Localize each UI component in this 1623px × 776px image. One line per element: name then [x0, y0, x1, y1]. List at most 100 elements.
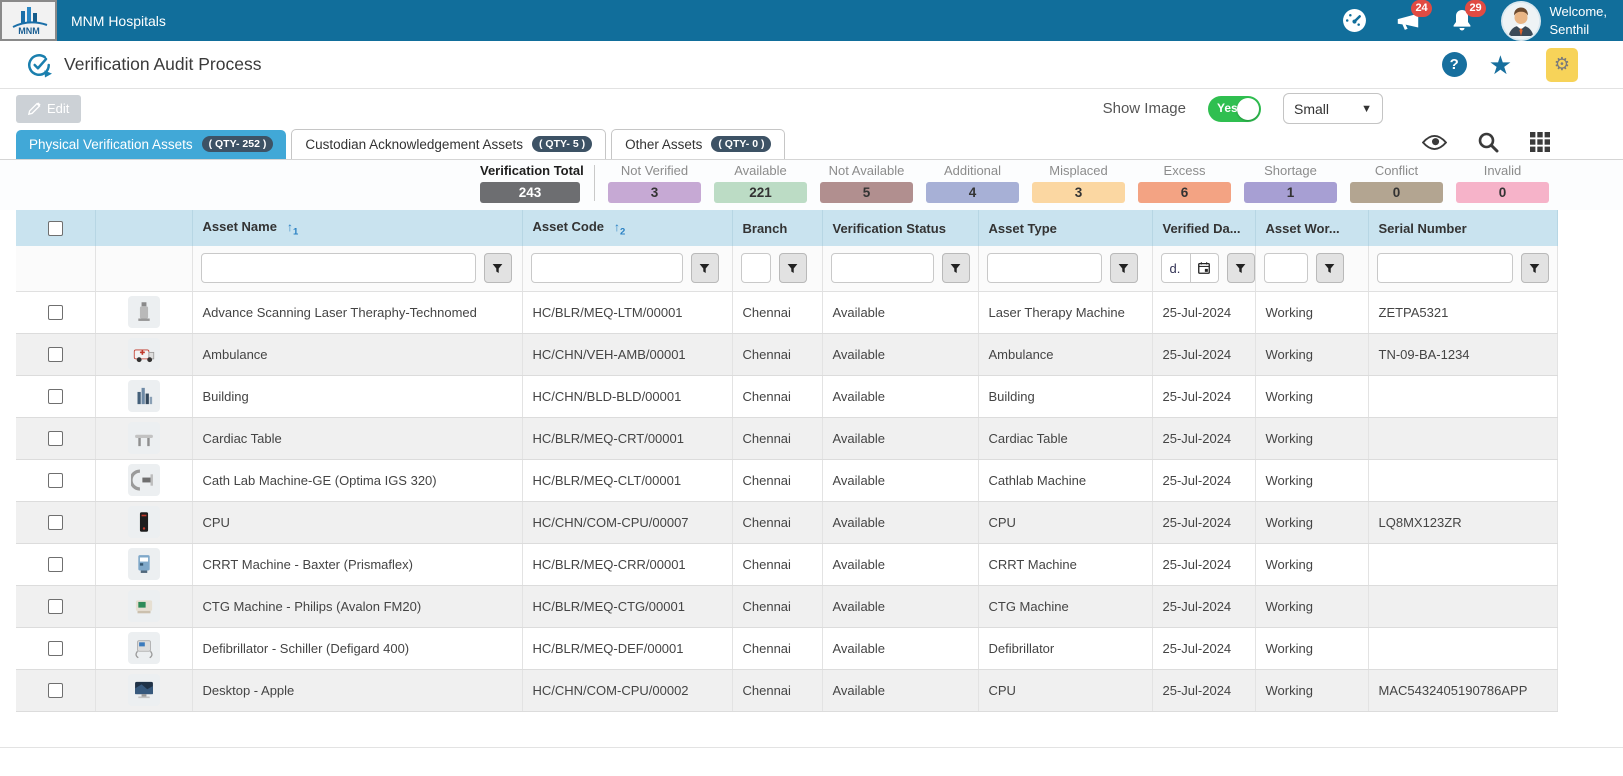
filter-funnel-icon[interactable]: [778, 253, 807, 284]
asset-working-cell: Working: [1255, 501, 1369, 544]
filter-funnel-icon[interactable]: [690, 253, 719, 284]
row-checkbox[interactable]: [47, 599, 63, 615]
col-serial-number[interactable]: Serial Number: [1368, 210, 1558, 246]
favorite-star-icon[interactable]: ★: [1488, 49, 1512, 80]
filter-verified-date-input[interactable]: [1160, 253, 1191, 284]
table-row[interactable]: Ambulance HC/CHN/VEH-AMB/00001 Chennai A…: [16, 333, 1558, 376]
branch-cell: Chennai: [732, 459, 823, 502]
summary-not-verified: Not Verified 3: [608, 163, 701, 203]
page-title-bar: Verification Audit Process ? ★ ⚙: [0, 41, 1623, 89]
col-asset-type[interactable]: Asset Type: [978, 210, 1153, 246]
asset-image-crrt-machine[interactable]: [127, 548, 160, 580]
asset-image-cathlab-machine[interactable]: [127, 464, 160, 496]
row-checkbox[interactable]: [47, 473, 63, 489]
row-checkbox[interactable]: [47, 557, 63, 573]
asset-image-desktop-monitor[interactable]: [127, 674, 160, 706]
filter-asset-type-input[interactable]: [986, 253, 1102, 284]
tab-other-assets[interactable]: Other Assets ( QTY- 0 ): [611, 129, 786, 159]
summary-total-value: 243: [480, 182, 580, 203]
asset-type-cell: Defibrillator: [978, 627, 1153, 670]
summary-verification-total: Verification Total 243: [480, 163, 584, 203]
help-icon[interactable]: ?: [1441, 52, 1467, 77]
calendar-icon[interactable]: [1190, 253, 1219, 284]
select-all-checkbox[interactable]: [47, 221, 63, 237]
filter-branch-input[interactable]: [740, 253, 771, 284]
asset-image-ambulance[interactable]: [127, 338, 160, 370]
filter-funnel-icon[interactable]: [941, 253, 970, 284]
search-icon[interactable]: [1477, 131, 1499, 153]
verification-status-cell: Available: [822, 375, 979, 418]
summary-shortage: Shortage 1: [1244, 163, 1337, 203]
asset-name-cell: Ambulance: [192, 333, 523, 376]
filter-funnel-icon[interactable]: [1520, 253, 1549, 284]
asset-image-cardiac-table[interactable]: [127, 422, 160, 454]
summary-misplaced: Misplaced 3: [1032, 163, 1125, 203]
table-row[interactable]: Desktop - Apple HC/CHN/COM-CPU/00002 Che…: [16, 669, 1558, 712]
table-row[interactable]: Cardiac Table HC/BLR/MEQ-CRT/00001 Chenn…: [16, 417, 1558, 460]
asset-code-cell: HC/BLR/MEQ-CRR/00001: [522, 543, 733, 586]
image-size-dropdown[interactable]: Small ▼: [1283, 93, 1383, 124]
app-logo[interactable]: MNM: [0, 0, 57, 41]
filter-verification-status-input[interactable]: [830, 253, 934, 284]
table-row[interactable]: Cath Lab Machine-GE (Optima IGS 320) HC/…: [16, 459, 1558, 502]
col-asset-working[interactable]: Asset Wor...: [1255, 210, 1369, 246]
row-checkbox[interactable]: [47, 641, 63, 657]
row-checkbox[interactable]: [47, 305, 63, 321]
dashboard-gauge-icon[interactable]: [1341, 8, 1367, 34]
filter-asset-code-input[interactable]: [530, 253, 683, 284]
table-row[interactable]: CPU HC/CHN/COM-CPU/00007 Chennai Availab…: [16, 501, 1558, 544]
asset-image-defibrillator[interactable]: [127, 632, 160, 664]
row-checkbox[interactable]: [47, 515, 63, 531]
filter-funnel-icon[interactable]: [1315, 253, 1344, 284]
table-row[interactable]: CTG Machine - Philips (Avalon FM20) HC/B…: [16, 585, 1558, 628]
col-asset-code[interactable]: Asset Code ↑2: [522, 210, 733, 246]
announcements-count-badge: 24: [1411, 0, 1432, 17]
col-verified-date[interactable]: Verified Da...: [1152, 210, 1256, 246]
asset-type-cell: Cathlab Machine: [978, 459, 1153, 502]
serial-number-cell: MAC5432405190786APP: [1368, 669, 1558, 712]
table-header-row: Asset Name ↑1 Asset Code ↑2 Branch Verific…: [16, 210, 1558, 246]
asset-image-cpu-tower[interactable]: [127, 506, 160, 538]
col-asset-name[interactable]: Asset Name ↑1: [192, 210, 523, 246]
filter-serial-number-input[interactable]: [1376, 253, 1513, 284]
verified-date-cell: 25-Jul-2024: [1152, 459, 1256, 502]
notifications-bell-icon[interactable]: 29: [1449, 0, 1486, 34]
table-row[interactable]: Building HC/CHN/BLD-BLD/00001 Chennai Av…: [16, 375, 1558, 418]
user-profile[interactable]: Welcome, Senthil: [1503, 2, 1607, 39]
tab-custodian-acknowledgement-assets[interactable]: Custodian Acknowledgement Assets ( QTY- …: [291, 129, 607, 159]
grid-view-icon[interactable]: [1529, 131, 1551, 153]
row-checkbox[interactable]: [47, 389, 63, 405]
asset-working-cell: Working: [1255, 417, 1369, 460]
filter-funnel-icon[interactable]: [483, 253, 512, 284]
filter-funnel-icon[interactable]: [1109, 253, 1138, 284]
asset-image-building[interactable]: [127, 380, 160, 412]
tab-physical-verification-assets[interactable]: Physical Verification Assets ( QTY- 252 …: [16, 130, 287, 159]
announcements-icon[interactable]: 24: [1395, 0, 1432, 34]
row-checkbox[interactable]: [47, 431, 63, 447]
row-checkbox[interactable]: [47, 347, 63, 363]
row-checkbox[interactable]: [47, 683, 63, 699]
verified-date-cell: 25-Jul-2024: [1152, 543, 1256, 586]
filter-asset-name-input[interactable]: [200, 253, 476, 284]
filter-funnel-icon[interactable]: [1226, 253, 1255, 284]
settings-gear-button[interactable]: ⚙: [1546, 47, 1578, 82]
table-row[interactable]: Defibrillator - Schiller (Defigard 400) …: [16, 627, 1558, 670]
asset-code-cell: HC/CHN/VEH-AMB/00001: [522, 333, 733, 376]
verification-status-cell: Available: [822, 291, 979, 334]
edit-button[interactable]: Edit: [16, 94, 82, 123]
asset-name-cell: Cath Lab Machine-GE (Optima IGS 320): [192, 459, 523, 502]
table-row[interactable]: CRRT Machine - Baxter (Prismaflex) HC/BL…: [16, 543, 1558, 586]
filter-asset-working-input[interactable]: [1263, 253, 1308, 284]
top-navigation-bar: MNM MNM Hospitals 24 29: [0, 0, 1623, 41]
pencil-icon: [28, 102, 41, 115]
serial-number-cell: [1368, 543, 1558, 586]
column-visibility-eye-icon[interactable]: [1422, 134, 1447, 151]
table-row[interactable]: Advance Scanning Laser Theraphy-Technome…: [16, 291, 1558, 334]
col-verification-status[interactable]: Verification Status: [822, 210, 979, 246]
brand-name: MNM Hospitals: [71, 12, 166, 29]
asset-image-laser-therapy-machine[interactable]: [127, 296, 160, 328]
asset-working-cell: Working: [1255, 543, 1369, 586]
asset-image-ctg-machine[interactable]: [127, 590, 160, 622]
show-image-toggle[interactable]: Yes: [1208, 95, 1261, 122]
col-branch[interactable]: Branch: [732, 210, 823, 246]
